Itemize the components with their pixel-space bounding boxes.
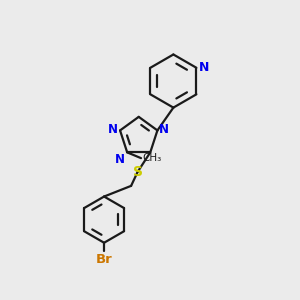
- Text: N: N: [159, 123, 169, 136]
- Text: N: N: [199, 61, 209, 74]
- Text: N: N: [108, 123, 118, 136]
- Text: S: S: [133, 165, 142, 179]
- Text: Br: Br: [96, 253, 112, 266]
- Text: N: N: [115, 153, 125, 166]
- Text: CH₃: CH₃: [142, 153, 161, 163]
